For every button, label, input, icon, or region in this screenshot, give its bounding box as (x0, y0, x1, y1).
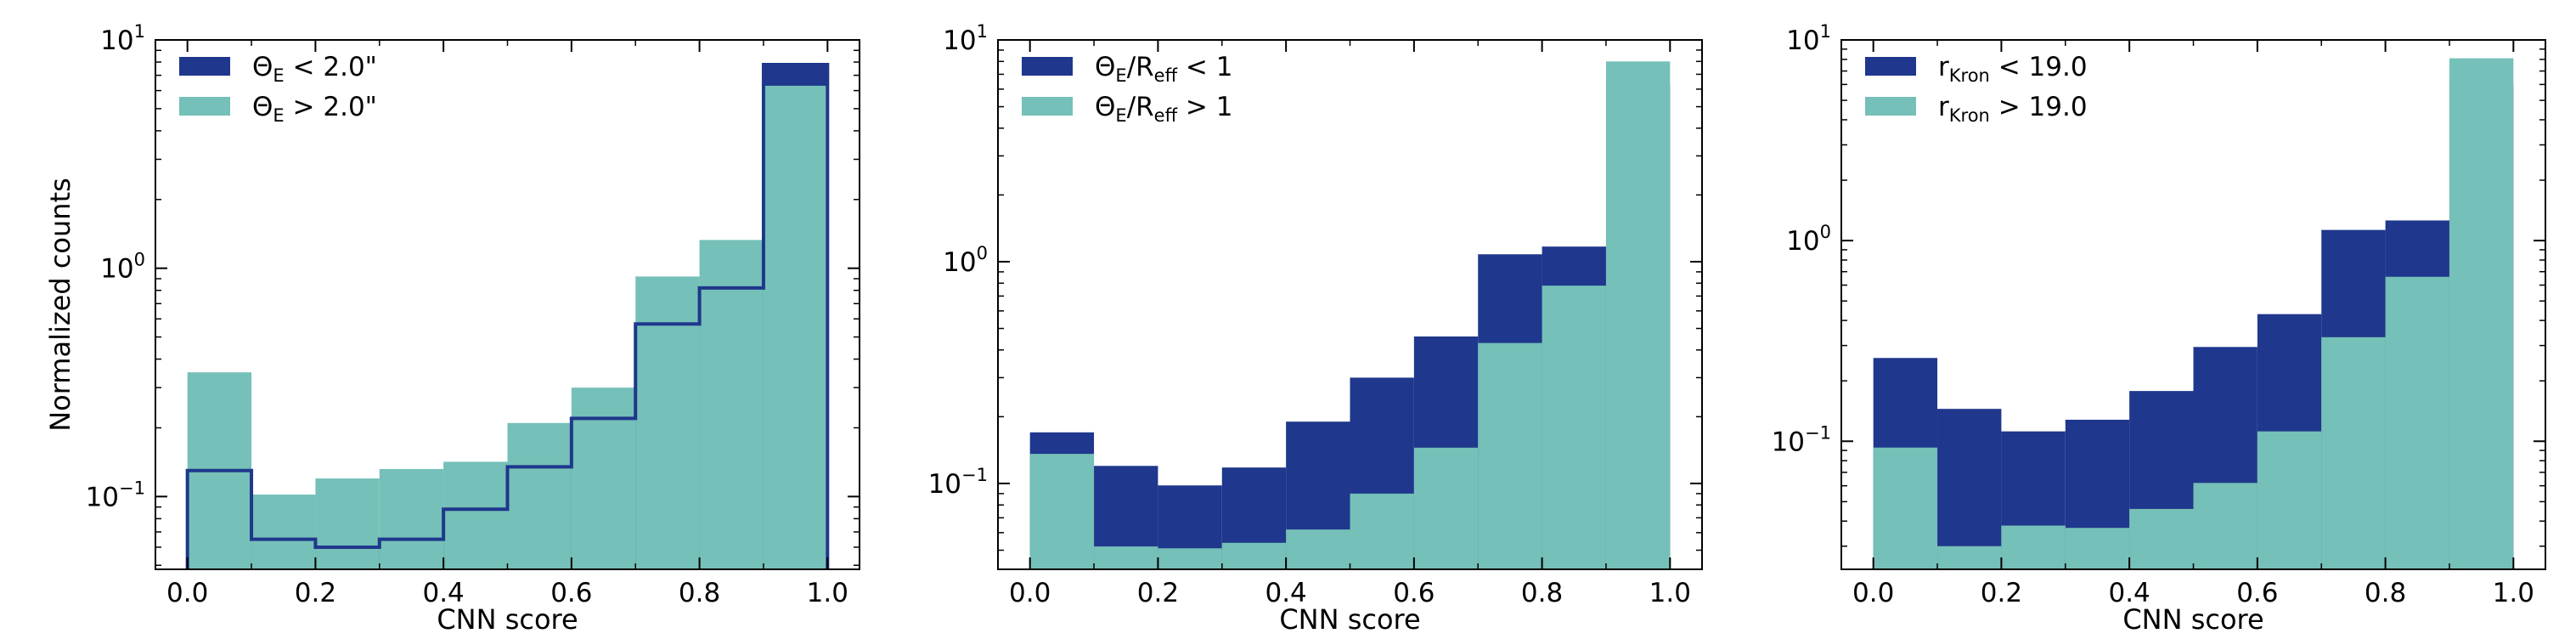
y-tick-label: 10−1 (1772, 422, 1831, 457)
x-axis-label: CNN score (1279, 603, 1420, 636)
x-tick-label: 0.6 (550, 578, 592, 608)
bar-light-10 (763, 85, 828, 569)
bar-light-4 (1221, 542, 1287, 569)
plot-area (1029, 61, 1671, 569)
x-tick-label: 0.6 (1393, 578, 1435, 608)
x-tick-label: 0.2 (295, 578, 336, 608)
bar-light-6 (1350, 493, 1414, 569)
chart-panel-3: 0.0 0.2 0.4 0.6 0.8 1.0 101 100 10−1 CNN score rKr… (1772, 21, 2546, 636)
bar-light-3 (1158, 548, 1222, 569)
bar-light-5 (2129, 508, 2194, 569)
y-tick-label: 101 (1786, 21, 1831, 56)
legend-label: ΘE > 2.0" (252, 92, 377, 126)
legend: rKron < 19.0 rKron > 19.0 (1865, 52, 2088, 126)
y-tick-label: 10−1 (928, 465, 988, 500)
bar-light-9 (699, 240, 764, 569)
step-outline-dark (185, 62, 830, 569)
bar-light-2 (1094, 546, 1158, 569)
legend: ΘE < 2.0" ΘE > 2.0" (179, 52, 377, 126)
bar-light-8 (635, 276, 700, 569)
y-tick-label: 101 (943, 21, 988, 56)
x-tick-label: 0.4 (422, 578, 464, 608)
x-tick-label: 0.8 (2365, 578, 2406, 608)
bar-light-9 (2385, 276, 2449, 569)
x-tick-label: 1.0 (807, 578, 848, 608)
x-tick-label: 0.8 (1521, 578, 1563, 608)
plot-area (1873, 58, 2514, 569)
x-tick-label: 0.0 (1009, 578, 1051, 608)
bar-light-8 (1478, 342, 1542, 569)
bar-light-4 (379, 468, 444, 569)
bar-light-10 (1605, 61, 1671, 569)
y-tick-label: 100 (100, 250, 145, 285)
x-tick-label: 0.4 (1265, 578, 1306, 608)
x-tick-label: 0.6 (2236, 578, 2278, 608)
bar-light-2 (1937, 546, 2002, 569)
y-tick-label: 100 (943, 243, 988, 278)
legend-swatch-dark (179, 57, 230, 76)
bar-light-8 (2321, 336, 2386, 569)
chart-panel-1: 0.0 0.2 0.4 0.6 0.8 1.0 101 100 10−1 CNN score Nor… (44, 21, 860, 636)
bar-light-7 (2257, 431, 2322, 569)
legend-swatch-light (179, 97, 230, 116)
legend-label: ΘE < 2.0" (252, 52, 377, 86)
x-axis-label: CNN score (2122, 603, 2263, 636)
x-tick-label: 0.2 (1137, 578, 1179, 608)
bar-dark-2 (1937, 409, 2002, 569)
bar-light-5 (443, 461, 508, 569)
y-tick-label: 10−1 (86, 478, 145, 512)
bar-light-6 (2193, 483, 2258, 569)
bar-light-4 (2065, 528, 2130, 569)
chart-panel-2: 0.0 0.2 0.4 0.6 0.8 1.0 101 100 10−1 CNN score ΘE/… (928, 21, 1703, 636)
x-axis-label: CNN score (437, 603, 578, 636)
plot-area (185, 62, 830, 569)
bar-light-10 (2449, 58, 2514, 569)
x-tick-label: 0.0 (166, 578, 208, 608)
legend-swatch-light (1865, 97, 1916, 116)
bar-light-7 (1413, 447, 1479, 569)
bar-light-6 (507, 422, 572, 569)
legend-label: rKron > 19.0 (1938, 92, 2088, 126)
bar-light-1 (1873, 447, 1938, 569)
bar-light-2 (251, 495, 316, 569)
x-tick-label: 0.2 (1981, 578, 2022, 608)
y-tick-label: 100 (1786, 222, 1831, 257)
bar-light-1 (1029, 454, 1095, 569)
x-tick-label: 0.4 (2108, 578, 2150, 608)
bar-light-9 (1542, 286, 1606, 569)
legend-swatch-dark (1022, 57, 1073, 76)
bar-light-5 (1286, 529, 1350, 569)
legend-swatch-light (1022, 97, 1073, 116)
x-tick-label: 0.0 (1852, 578, 1894, 608)
x-tick-label: 1.0 (2493, 578, 2534, 608)
y-tick-label: 101 (100, 21, 145, 56)
bar-light-3 (2001, 525, 2066, 569)
legend-label: rKron < 19.0 (1938, 52, 2088, 86)
x-tick-label: 0.8 (679, 578, 720, 608)
y-axis-label: Normalized counts (44, 178, 76, 432)
legend: ΘE/Reff < 1 ΘE/Reff > 1 (1022, 52, 1232, 126)
x-tick-label: 1.0 (1649, 578, 1691, 608)
legend-swatch-dark (1865, 57, 1916, 76)
legend-label: ΘE/Reff > 1 (1095, 92, 1232, 126)
legend-label: ΘE/Reff < 1 (1095, 52, 1232, 86)
bar-light-3 (315, 478, 380, 569)
bar-light-7 (571, 387, 636, 569)
